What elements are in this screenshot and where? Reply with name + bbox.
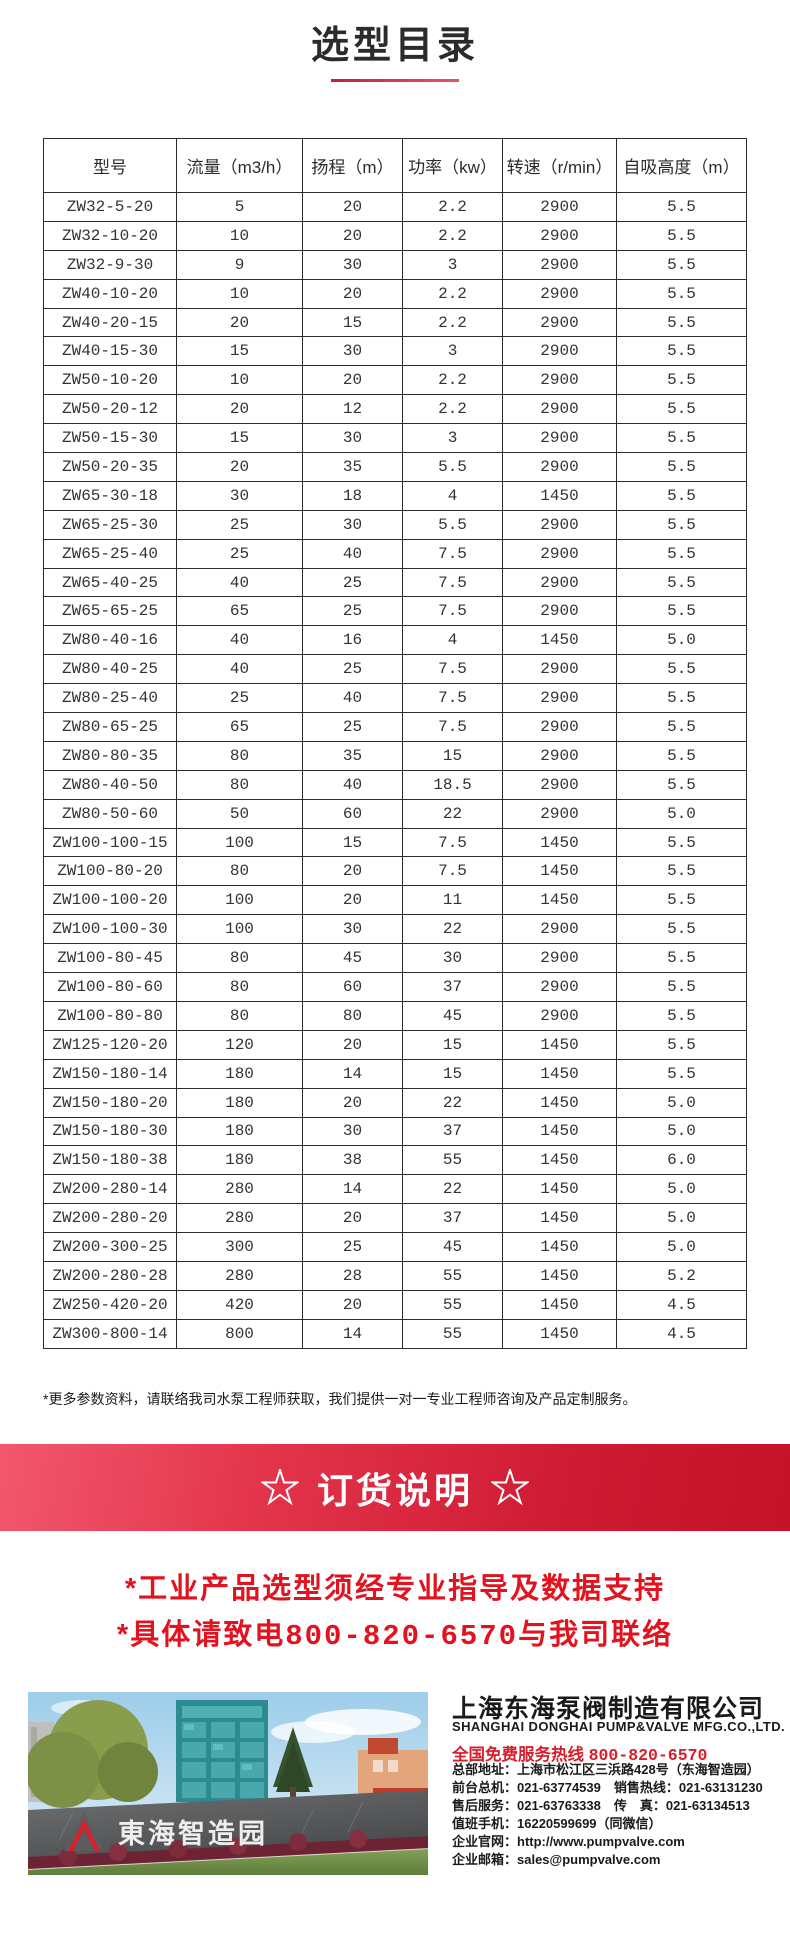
svg-text:東海智造园: 東海智造园 [118,1819,268,1849]
